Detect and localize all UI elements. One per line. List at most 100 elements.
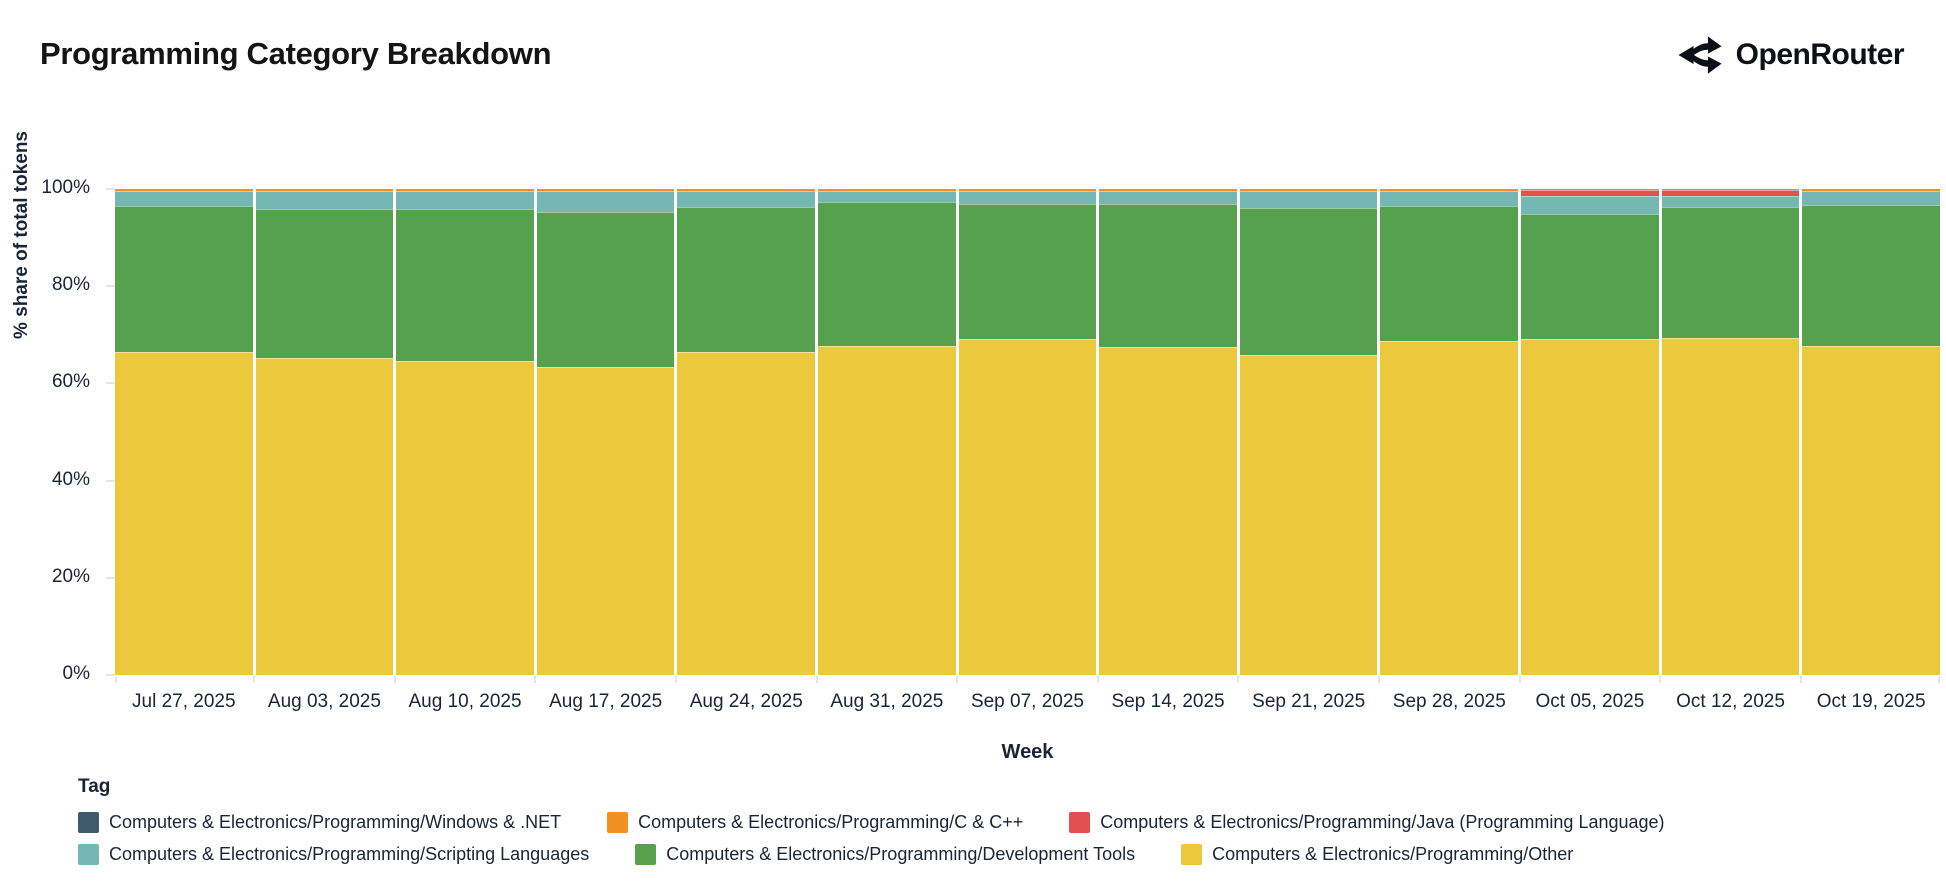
bar-segment[interactable] <box>1521 338 1659 675</box>
bar-segment[interactable] <box>1380 206 1519 342</box>
bar-segment[interactable] <box>677 206 816 353</box>
bar-segment[interactable] <box>1521 189 1659 191</box>
bar-segment[interactable] <box>1521 196 1659 214</box>
bar-segment[interactable] <box>1239 355 1378 675</box>
legend-swatch <box>607 812 629 833</box>
bar-segment[interactable] <box>255 208 394 359</box>
bar-segment[interactable] <box>115 190 253 206</box>
y-tick-mark <box>106 382 115 385</box>
bar-segment[interactable] <box>1099 347 1237 675</box>
legend-item[interactable]: Computers & Electronics/Programming/Wind… <box>78 812 561 833</box>
bar-segment[interactable] <box>396 360 534 675</box>
legend-swatch <box>635 844 657 865</box>
bar-segment[interactable] <box>536 211 675 367</box>
bar-aug-31-2025[interactable] <box>818 189 956 675</box>
bar-segment[interactable] <box>115 189 253 191</box>
legend-label: Computers & Electronics/Programming/Deve… <box>666 844 1136 864</box>
bar-segment[interactable] <box>1380 190 1519 207</box>
bar-oct-05-2025[interactable] <box>1521 189 1659 675</box>
bar-segment[interactable] <box>396 208 534 361</box>
bar-segment[interactable] <box>677 352 816 675</box>
plot-area <box>115 189 1940 675</box>
bar-segment[interactable] <box>1802 204 1940 346</box>
bar-segment[interactable] <box>818 345 956 675</box>
x-tick-label: Oct 05, 2025 <box>1535 691 1645 712</box>
bar-segment[interactable] <box>1239 208 1378 356</box>
legend-item[interactable]: Computers & Electronics/Programming/Java… <box>1069 812 1665 833</box>
bar-segment[interactable] <box>255 190 394 209</box>
legend-item[interactable]: Computers & Electronics/Programming/Othe… <box>1181 844 1573 865</box>
bar-segment[interactable] <box>255 358 394 675</box>
bar-segment[interactable] <box>536 189 675 191</box>
bar-segment[interactable] <box>1239 189 1378 191</box>
bar-segment[interactable] <box>1380 341 1519 675</box>
x-tick-label: Oct 19, 2025 <box>1816 691 1926 712</box>
legend-swatch <box>1181 844 1203 865</box>
bar-segment[interactable] <box>818 190 956 203</box>
bar-segment[interactable] <box>1802 345 1940 675</box>
bar-segment[interactable] <box>1521 190 1659 197</box>
x-tick-mark <box>1096 676 1099 683</box>
bar-segment[interactable] <box>818 189 956 191</box>
bar-sep-21-2025[interactable] <box>1239 189 1378 675</box>
bar-jul-27-2025[interactable] <box>115 189 253 675</box>
bar-segment[interactable] <box>958 189 1097 191</box>
bar-segment[interactable] <box>677 189 816 191</box>
legend-swatch <box>78 844 99 865</box>
legend-item[interactable]: Computers & Electronics/Programming/Deve… <box>635 844 1135 865</box>
bar-segment[interactable] <box>536 366 675 675</box>
bar-oct-12-2025[interactable] <box>1661 189 1800 675</box>
bar-segment[interactable] <box>255 189 394 191</box>
bar-segment[interactable] <box>1521 213 1659 339</box>
bar-segment[interactable] <box>396 190 534 209</box>
bar-segment[interactable] <box>115 205 253 353</box>
bar-segment[interactable] <box>536 190 675 212</box>
legend-swatch <box>78 812 99 833</box>
bar-segment[interactable] <box>958 204 1097 339</box>
bar-segment[interactable] <box>1661 338 1800 675</box>
x-tick-label: Aug 03, 2025 <box>267 691 381 712</box>
bar-aug-10-2025[interactable] <box>396 189 534 675</box>
legend-item[interactable]: Computers & Electronics/Programming/Scri… <box>78 844 589 865</box>
bar-segment[interactable] <box>818 202 956 346</box>
bar-segment[interactable] <box>1099 190 1237 205</box>
bar-aug-24-2025[interactable] <box>677 189 816 675</box>
bar-segment[interactable] <box>1099 189 1237 191</box>
bar-aug-17-2025[interactable] <box>536 189 675 675</box>
bar-segment[interactable] <box>1661 206 1800 339</box>
legend-item[interactable]: Computers & Electronics/Programming/C & … <box>607 812 1023 833</box>
bar-sep-28-2025[interactable] <box>1380 189 1519 675</box>
y-tick-label: 100% <box>41 177 90 198</box>
bar-segment[interactable] <box>677 190 816 207</box>
bar-sep-07-2025[interactable] <box>958 189 1097 675</box>
bar-segment[interactable] <box>115 352 253 675</box>
x-tick-mark <box>815 676 818 683</box>
legend-title: Tag <box>78 776 111 797</box>
x-tick-label: Sep 14, 2025 <box>1111 691 1225 712</box>
x-tick-mark <box>253 676 256 683</box>
bar-segment[interactable] <box>1802 190 1940 205</box>
bar-segment[interactable] <box>1380 189 1519 191</box>
y-tick-mark <box>106 576 115 579</box>
y-tick-label: 60% <box>51 371 90 393</box>
bar-segment[interactable] <box>396 189 534 191</box>
brand-logo: OpenRouter <box>1677 32 1905 78</box>
bar-segment[interactable] <box>1661 189 1800 190</box>
x-tick-mark <box>1938 676 1940 683</box>
openrouter-icon <box>1678 36 1722 74</box>
y-tick-label: 0% <box>62 663 90 684</box>
bar-segment[interactable] <box>1661 195 1800 207</box>
bar-aug-03-2025[interactable] <box>255 189 394 675</box>
bar-segment[interactable] <box>1661 189 1800 196</box>
bar-segment[interactable] <box>1239 190 1378 209</box>
bar-oct-19-2025[interactable] <box>1802 189 1940 675</box>
x-tick-mark <box>1378 676 1381 683</box>
x-tick-label: Aug 24, 2025 <box>689 691 803 712</box>
x-axis-tick-marks <box>115 676 1940 684</box>
bar-sep-14-2025[interactable] <box>1099 189 1237 675</box>
bar-segment[interactable] <box>958 338 1097 675</box>
y-axis-ticks: 0% 20% 40% 60% 80% 100% <box>0 177 115 684</box>
bar-segment[interactable] <box>1099 204 1237 348</box>
bar-segment[interactable] <box>958 190 1097 205</box>
bar-segment[interactable] <box>1802 189 1940 191</box>
